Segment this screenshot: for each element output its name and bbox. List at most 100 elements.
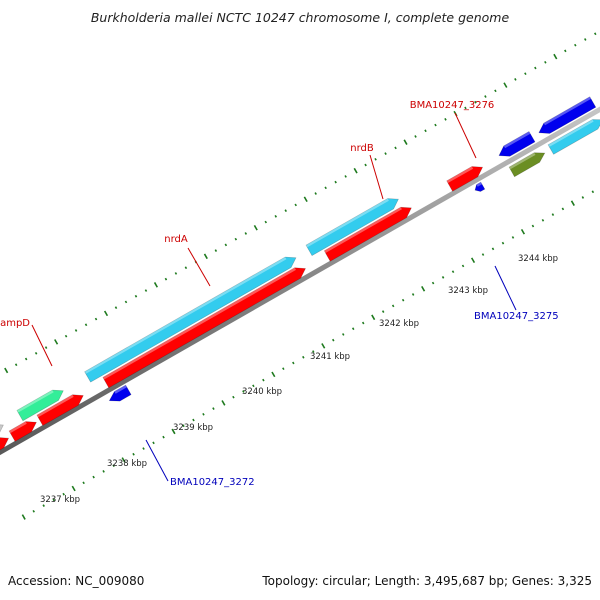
minor-tick — [384, 152, 387, 155]
minor-tick — [381, 310, 385, 313]
topology-text: Topology: circular; Length: 3,495,687 bp… — [262, 574, 592, 588]
minor-tick — [32, 509, 35, 513]
minor-tick — [184, 266, 188, 270]
gene-arrow-red-1[interactable] — [0, 437, 10, 466]
minor-tick — [224, 243, 228, 247]
minor-tick — [62, 492, 65, 496]
minor-tick — [591, 190, 595, 194]
callout-line — [454, 112, 477, 159]
minor-tick — [294, 203, 297, 207]
minor-tick — [411, 293, 415, 296]
minor-tick — [324, 186, 327, 190]
gene-arrow-nrdb[interactable] — [305, 198, 399, 257]
major-tick — [4, 367, 9, 374]
minor-tick — [391, 304, 395, 308]
gene-arrow-blue-3275-highlight — [476, 182, 482, 187]
gene-arrow-gray[interactable] — [0, 424, 4, 454]
minor-tick — [132, 452, 135, 456]
minor-tick — [234, 237, 238, 241]
minor-tick — [242, 390, 245, 393]
position-tick-labels: 3237 kbp 3238 kbp 3239 kbp 3240 kbp 3241 kbp… — [40, 254, 558, 505]
minor-tick — [491, 247, 495, 251]
major-tick — [203, 253, 208, 260]
gene-arrow-nrda[interactable] — [84, 256, 297, 383]
minor-tick — [334, 180, 337, 184]
minor-tick — [464, 106, 467, 110]
minor-tick — [34, 351, 38, 355]
minor-tick — [282, 367, 285, 371]
minor-tick — [551, 213, 555, 216]
minor-tick — [182, 424, 185, 428]
major-tick — [253, 224, 258, 231]
minor-tick — [162, 435, 165, 439]
tick-label: 3237 kbp — [40, 495, 80, 505]
gene-arrow-blue-3272[interactable] — [108, 384, 132, 402]
minor-tick — [142, 447, 145, 450]
gene-features[interactable] — [0, 96, 600, 466]
gene-arrow-olive-highlight — [509, 152, 536, 170]
major-tick — [403, 139, 408, 145]
minor-tick — [484, 95, 487, 98]
major-tick — [121, 457, 126, 463]
gene-arrow-ampd[interactable] — [16, 389, 64, 422]
minor-tick — [574, 43, 577, 47]
minor-tick — [52, 498, 55, 502]
gene-arrow-blue-3275[interactable] — [474, 181, 486, 192]
gene-arrow-red-5-highlight — [324, 207, 402, 253]
major-tick — [421, 286, 426, 292]
gene-arrow-red-2[interactable] — [8, 421, 37, 442]
gene-arrow-olive[interactable] — [508, 152, 546, 178]
inner-tick-track — [21, 190, 595, 520]
major-tick — [103, 310, 109, 317]
callout-line — [145, 439, 169, 482]
gene-arrow-red-5[interactable] — [323, 206, 412, 262]
minor-tick — [144, 289, 148, 292]
minor-tick — [164, 277, 168, 281]
major-tick — [171, 428, 176, 435]
gene-arrow-blue-a[interactable] — [498, 131, 536, 157]
minor-tick — [212, 407, 215, 410]
gene-arrow-blue-b[interactable] — [538, 96, 597, 134]
gene-arrow-red-2-highlight — [9, 421, 27, 434]
minor-tick — [561, 207, 565, 211]
major-tick — [371, 314, 376, 321]
accession-text: Accession: NC_009080 — [8, 574, 145, 588]
gene-arrow-red-4[interactable] — [102, 267, 306, 389]
tick-label: 3238 kbp — [107, 459, 147, 469]
minor-tick — [451, 270, 455, 274]
minor-tick — [581, 196, 585, 199]
tick-label: 3243 kbp — [448, 286, 488, 296]
minor-tick — [42, 504, 45, 507]
minor-tick — [444, 118, 447, 121]
minor-tick — [474, 100, 477, 104]
gene-arrow-cyan-end[interactable] — [547, 119, 600, 155]
tick-label: 3240 kbp — [242, 387, 282, 397]
gene-arrow-3276[interactable] — [446, 166, 484, 192]
minor-tick — [494, 89, 497, 93]
minor-tick — [361, 321, 365, 325]
major-tick — [303, 196, 308, 203]
minor-tick — [531, 224, 535, 228]
gene-arrow-ampd-highlight — [16, 390, 54, 413]
minor-tick — [314, 192, 317, 195]
minor-tick — [312, 350, 315, 353]
minor-tick — [202, 412, 205, 416]
minor-tick — [102, 470, 105, 473]
gene-arrow-cyan-end-highlight — [548, 119, 594, 147]
minor-tick — [374, 157, 377, 161]
minor-tick — [511, 236, 515, 239]
minor-tick — [192, 418, 195, 422]
major-tick — [520, 228, 526, 235]
minor-tick — [214, 249, 218, 252]
minor-tick — [44, 346, 48, 349]
major-tick — [71, 485, 76, 492]
major-tick — [570, 200, 575, 206]
minor-tick — [544, 60, 547, 64]
gene-arrow-red-3[interactable] — [36, 394, 84, 426]
minor-tick — [401, 298, 405, 302]
minor-tick — [302, 355, 305, 359]
gene-label: nrdB — [350, 143, 374, 154]
map-title: Burkholderia mallei NCTC 10247 chromosom… — [90, 10, 510, 25]
minor-tick — [534, 66, 537, 70]
